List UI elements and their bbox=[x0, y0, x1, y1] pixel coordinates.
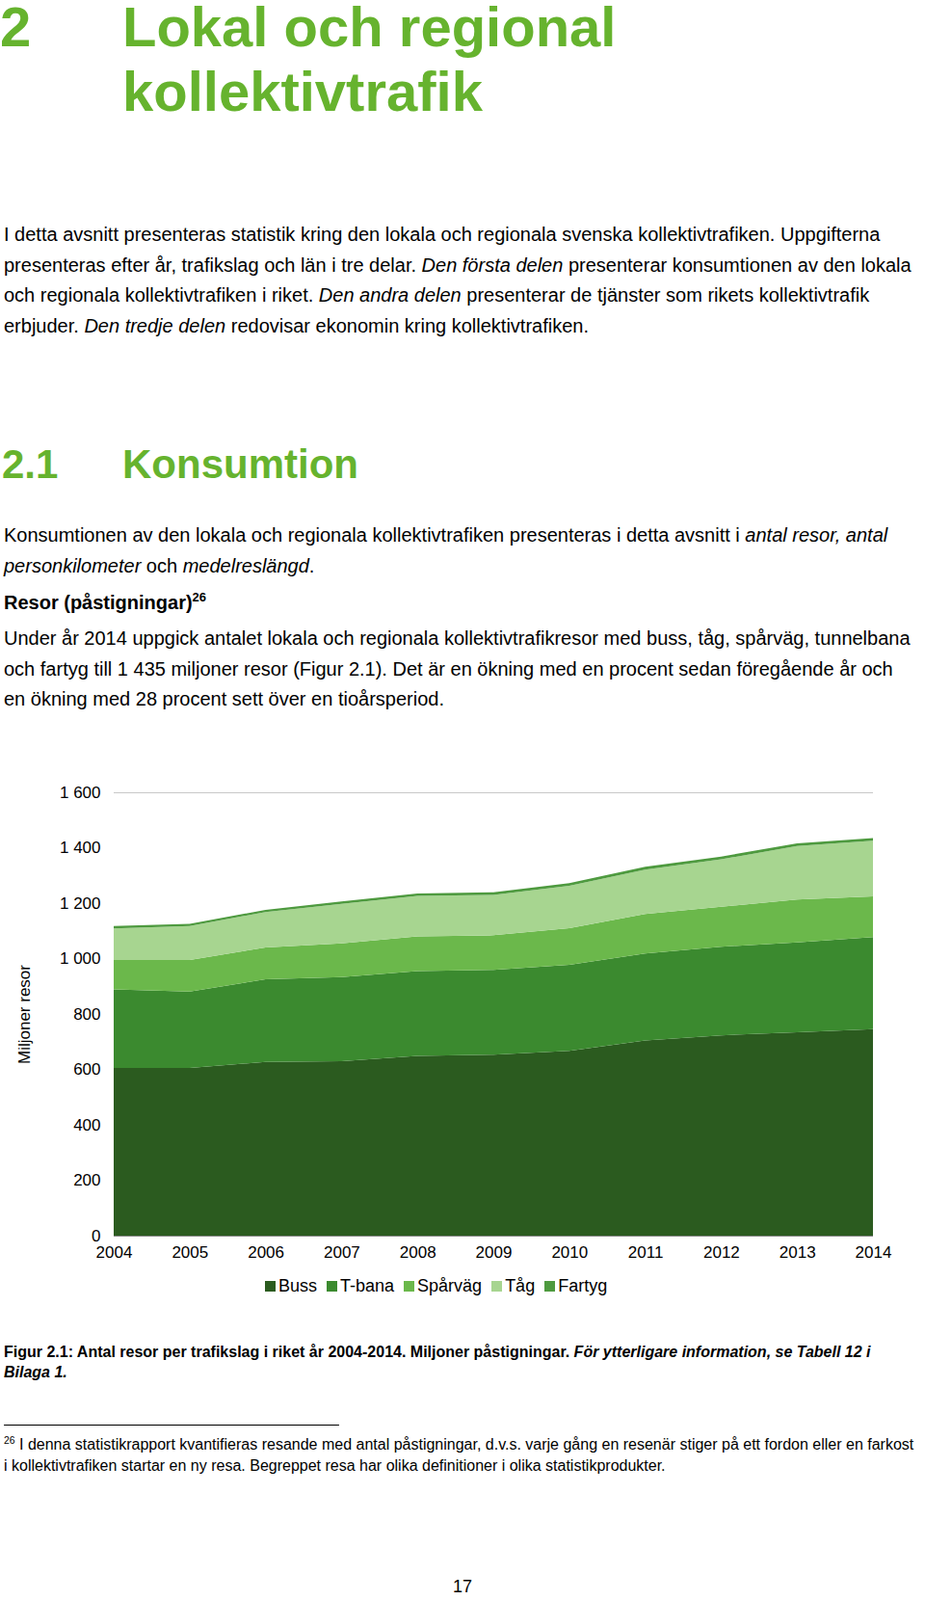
svg-text:2007: 2007 bbox=[323, 1242, 361, 1262]
html-text:17: 17 bbox=[452, 1576, 473, 1596]
svg-text:1 000: 1 000 bbox=[59, 949, 102, 968]
svg-text:1 400: 1 400 bbox=[59, 838, 102, 857]
html-text:Under år 2014 uppgick antalet: Under år 2014 uppgick antalet lokala och… bbox=[3, 627, 911, 710]
svg-text:2014: 2014 bbox=[855, 1242, 893, 1262]
svg-text:2012: 2012 bbox=[703, 1242, 740, 1262]
svg-text:600: 600 bbox=[73, 1059, 101, 1079]
html-text:Resor (påstigningar)26: Resor (påstigningar)26 bbox=[3, 589, 207, 613]
svg-text:2013: 2013 bbox=[779, 1242, 817, 1262]
svg-text:1 600: 1 600 bbox=[59, 783, 102, 802]
svg-text:2009: 2009 bbox=[475, 1242, 513, 1262]
svg-text:0: 0 bbox=[91, 1226, 101, 1245]
html-text:Konsumtion: Konsumtion bbox=[122, 441, 359, 487]
html-text:Konsumtionen av den lokala och: Konsumtionen av den lokala och regionala… bbox=[3, 524, 888, 576]
html-text:Fartyg: Fartyg bbox=[558, 1275, 608, 1295]
svg-text:200: 200 bbox=[73, 1170, 101, 1190]
svg-text:800: 800 bbox=[73, 1004, 101, 1024]
svg-text:2004: 2004 bbox=[96, 1242, 133, 1262]
svg-text:2011: 2011 bbox=[628, 1242, 664, 1262]
html-text:Tåg: Tåg bbox=[504, 1275, 535, 1295]
html-text:Spårväg: Spårväg bbox=[417, 1275, 482, 1295]
html-text:T-bana: T-bana bbox=[340, 1275, 395, 1295]
svg-text:2006: 2006 bbox=[247, 1242, 285, 1262]
svg-text:2010: 2010 bbox=[551, 1242, 588, 1262]
html-text:Buss: Buss bbox=[278, 1275, 318, 1295]
html-text:I detta avsnitt presenteras st: I detta avsnitt presenteras statistik kr… bbox=[3, 223, 912, 336]
svg-text:400: 400 bbox=[73, 1115, 101, 1135]
html-text:26I denna statistikrapport kva: 26I denna statistikrapport kvantifieras … bbox=[3, 1434, 914, 1474]
html-text:2.1: 2.1 bbox=[1, 441, 59, 487]
svg-text:Miljoner resor: Miljoner resor bbox=[15, 964, 34, 1064]
svg-text:2005: 2005 bbox=[171, 1242, 209, 1262]
svg-text:2008: 2008 bbox=[399, 1242, 437, 1262]
html-text:Figur 2.1: Antal resor per tra: Figur 2.1: Antal resor per trafikslag i … bbox=[3, 1343, 871, 1380]
svg-text:1 200: 1 200 bbox=[59, 894, 102, 913]
